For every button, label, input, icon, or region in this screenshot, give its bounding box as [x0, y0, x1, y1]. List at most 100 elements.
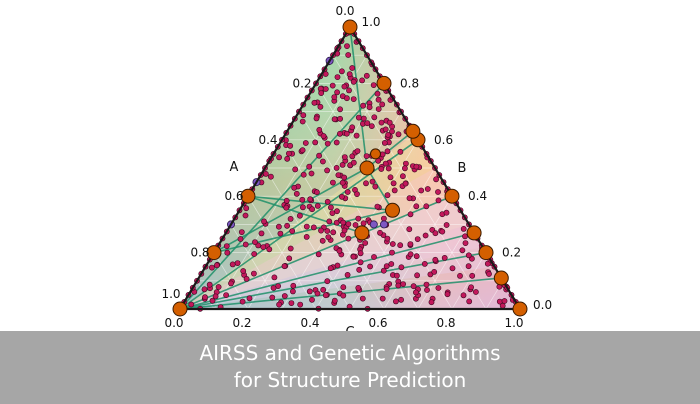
c-axis-tick: 0.0: [164, 316, 183, 330]
a-axis-tick: 0.8: [190, 246, 209, 260]
sample-point: [202, 294, 208, 301]
vertex-label-top: 0.0: [335, 4, 354, 18]
sample-point: [374, 90, 381, 97]
sample-point: [380, 267, 387, 274]
sample-point: [339, 179, 346, 186]
sample-point: [355, 284, 362, 291]
sample-point: [333, 164, 340, 171]
sample-point: [496, 298, 503, 305]
sample-point: [322, 86, 329, 92]
sample-point: [431, 268, 438, 275]
sample-point: [374, 203, 381, 210]
sample-point: [329, 210, 336, 216]
sample-point: [390, 180, 397, 187]
sample-point: [359, 77, 365, 84]
sample-point: [296, 212, 303, 219]
sample-point: [287, 245, 294, 252]
sample-point: [331, 297, 338, 304]
sample-point: [363, 180, 369, 187]
sample-point: [370, 82, 377, 88]
sample-point: [375, 96, 382, 103]
vertex-label-left: 1.0: [161, 287, 180, 301]
hull-point: [240, 188, 256, 204]
sample-point: [188, 301, 195, 308]
sample-point: [413, 163, 420, 170]
sample-point: [360, 102, 366, 109]
sample-point: [372, 183, 379, 190]
grid-line: [247, 196, 317, 310]
hull-point: [466, 225, 482, 241]
sample-point: [228, 280, 234, 287]
sample-point: [315, 251, 322, 258]
sample-point: [250, 270, 257, 277]
sample-point: [343, 95, 350, 102]
sample-point: [283, 204, 290, 211]
sample-point: [284, 222, 290, 229]
sample-point: [362, 240, 369, 246]
sample-point: [435, 189, 441, 195]
sample-point: [308, 170, 315, 177]
sample-point: [340, 284, 347, 291]
sample-point: [385, 165, 392, 172]
sample-point: [466, 298, 473, 305]
sample-point: [349, 153, 356, 160]
sample-point: [316, 126, 323, 133]
c-axis-tick: 0.8: [436, 316, 455, 330]
sample-point: [486, 271, 492, 277]
sample-point: [313, 189, 320, 196]
sample-point: [349, 124, 356, 131]
near-hull-point: [369, 220, 378, 229]
sample-point: [360, 220, 367, 227]
sample-point: [327, 204, 334, 211]
sample-point: [383, 286, 390, 292]
sample-point: [386, 119, 393, 126]
sample-point: [335, 172, 342, 178]
sample-point: [395, 282, 402, 289]
sample-point: [318, 90, 325, 96]
sample-point: [316, 152, 322, 159]
sample-point: [338, 68, 345, 75]
sample-point: [457, 272, 463, 279]
sample-point: [428, 299, 435, 306]
sample-point: [371, 254, 377, 260]
hull-point: [512, 301, 528, 317]
sample-point: [377, 229, 383, 236]
sample-point: [299, 196, 306, 203]
hull-point: [385, 202, 400, 218]
sample-point: [369, 178, 376, 185]
sample-point: [443, 222, 450, 228]
sample-point: [258, 230, 265, 237]
sample-point: [389, 241, 396, 247]
sample-point: [406, 226, 413, 233]
sample-point: [346, 87, 352, 94]
sample-point: [224, 249, 231, 256]
tie-line: [366, 167, 394, 211]
caption-banner: AIRSS and Genetic Algorithms for Structu…: [0, 331, 700, 404]
sample-point: [313, 115, 320, 122]
vertex-label-right: 0.0: [533, 298, 552, 312]
sample-point: [319, 237, 326, 244]
sample-point: [344, 189, 351, 195]
sample-point: [357, 259, 364, 266]
sample-point: [414, 236, 421, 242]
hull-point: [206, 245, 222, 261]
b-axis-tick: 0.4: [468, 189, 487, 203]
sample-point: [309, 296, 315, 303]
sample-point: [206, 281, 213, 288]
sample-point: [462, 240, 469, 246]
sample-point: [350, 96, 357, 102]
sample-point: [270, 285, 277, 291]
sample-point: [234, 260, 241, 266]
sample-point: [201, 286, 208, 293]
sample-point: [337, 115, 343, 122]
hull-points: [172, 19, 528, 317]
sample-point: [345, 52, 352, 58]
sample-point: [338, 193, 345, 200]
sample-point: [367, 263, 373, 270]
b-axis-tick: 0.8: [400, 76, 419, 90]
sample-point: [229, 261, 236, 268]
sample-point: [413, 253, 420, 260]
hull-point: [444, 188, 460, 204]
sample-point: [412, 289, 419, 296]
sample-point: [360, 115, 367, 122]
